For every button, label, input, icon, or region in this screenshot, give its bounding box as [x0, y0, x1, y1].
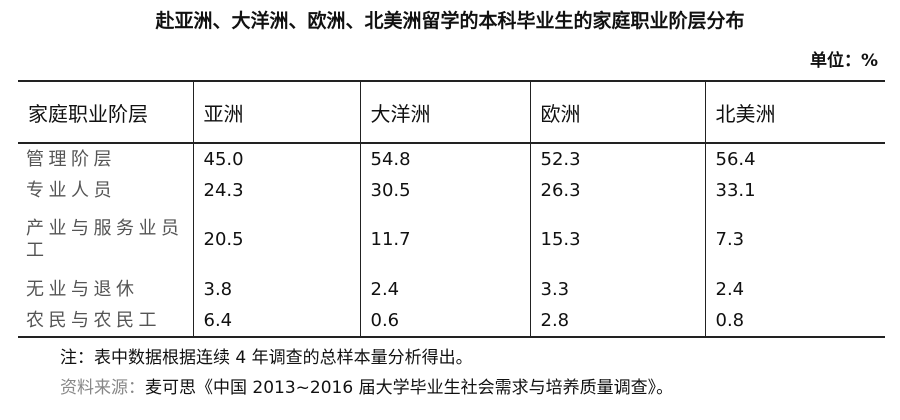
- table-cell: 15.3: [529, 206, 705, 274]
- source: 资料来源：麦可思《中国 2013~2016 届大学毕业生社会需求与培养质量调查》…: [60, 373, 673, 398]
- column-header: 北美洲: [704, 80, 885, 144]
- table-cell: 26.3: [529, 175, 705, 206]
- table-cell: 20.5: [192, 206, 360, 274]
- table-row: 管理阶层 45.0 54.8 52.3 56.4: [18, 143, 885, 175]
- table-row: 无业与退休 3.8 2.4 3.3 2.4: [18, 274, 885, 305]
- title: 赴亚洲、大洋洲、欧洲、北美洲留学的本科毕业生的家庭职业阶层分布: [155, 10, 745, 32]
- table-cell: 3.8: [192, 274, 360, 305]
- table-cell: 0.6: [359, 305, 530, 338]
- table-cell: 33.1: [704, 175, 885, 206]
- table-cell: 3.3: [529, 274, 705, 305]
- header-row: 家庭职业阶层 亚洲 大洋洲 欧洲 北美洲: [18, 80, 885, 144]
- table-cell: 7.3: [704, 206, 885, 274]
- table-cell: 0.8: [704, 305, 885, 338]
- table-cell: 56.4: [704, 143, 885, 175]
- column-header: 亚洲: [192, 80, 360, 144]
- table-cell: 2.4: [359, 274, 530, 305]
- table-body: 管理阶层 45.0 54.8 52.3 56.4 专业人员 24.3 30.5 26.3 33.1…: [18, 143, 885, 338]
- row-label: 产业与服务业员工: [26, 218, 184, 261]
- table-cell: 54.8: [359, 143, 530, 175]
- table-cell: 2.8: [529, 305, 705, 338]
- table-cell: 52.3: [529, 143, 705, 175]
- table-cell: 6.4: [192, 305, 360, 338]
- table-cell: 30.5: [359, 175, 530, 206]
- table-cell: 45.0: [192, 143, 360, 175]
- note: 注：表中数据根据连续 4 年调查的总样本量分析得出。: [60, 348, 473, 368]
- row-label: 无业与退休: [26, 278, 139, 300]
- row-label: 管理阶层: [26, 148, 116, 170]
- table-cell: 11.7: [359, 206, 530, 274]
- source-label: 资料来源：: [60, 378, 145, 398]
- column-header: 大洋洲: [359, 80, 530, 144]
- source-text: 麦可思《中国 2013~2016 届大学毕业生社会需求与培养质量调查》。: [145, 378, 674, 398]
- column-header: 欧洲: [529, 80, 705, 144]
- table-row: 农民与农民工 6.4 0.6 2.8 0.8: [18, 305, 885, 338]
- column-header: 家庭职业阶层: [18, 80, 193, 144]
- row-label: 农民与农民工: [18, 305, 193, 338]
- table: 家庭职业阶层 亚洲 大洋洲 欧洲 北美洲 管理阶层 45.0 54.8 52.3 56.4 专业人…: [18, 80, 885, 338]
- table-row: 专业人员 24.3 30.5 26.3 33.1: [18, 175, 885, 206]
- table-cell: 2.4: [704, 274, 885, 305]
- row-label: 专业人员: [26, 179, 116, 201]
- table-row: 产业与服务业员工 20.5 11.7 15.3 7.3: [18, 206, 885, 274]
- unit: 单位：%: [809, 51, 878, 71]
- table-cell: 24.3: [192, 175, 360, 206]
